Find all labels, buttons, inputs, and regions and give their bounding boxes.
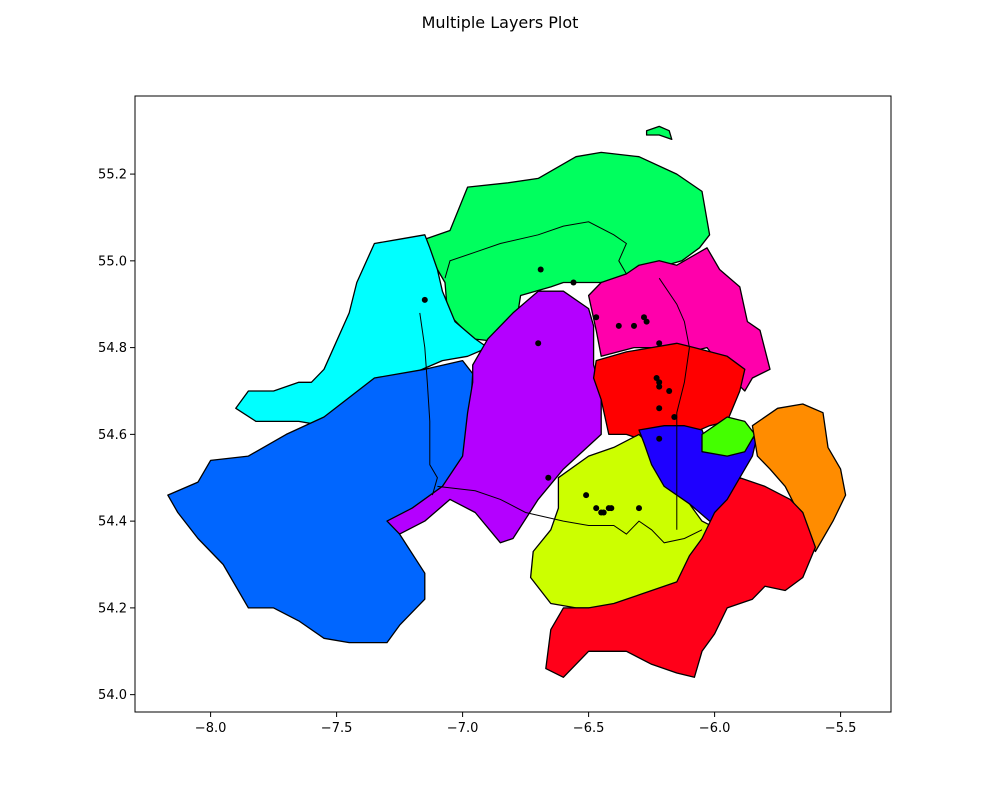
- x-tick-label: −6.0: [699, 721, 731, 736]
- map-point: [600, 509, 607, 516]
- map-point: [641, 314, 647, 321]
- y-tick-label: 54.6: [98, 428, 127, 443]
- y-tick-label: 54.2: [98, 601, 127, 616]
- boundary-line-2: [419, 312, 438, 496]
- y-tick-label: 54.8: [98, 341, 127, 356]
- map-point: [615, 322, 622, 329]
- map-point: [671, 414, 678, 420]
- x-tick-label: −8.0: [195, 721, 227, 736]
- x-tick-label: −7.0: [447, 721, 479, 736]
- map-point: [656, 405, 663, 412]
- y-tick-label: 54.0: [98, 688, 127, 703]
- map-point: [653, 375, 660, 381]
- region-12: [645, 125, 673, 141]
- y-tick-label: 54.4: [98, 515, 127, 530]
- map-point: [656, 340, 663, 347]
- regions-layer: [167, 125, 847, 678]
- chart-title: Multiple Layers Plot: [421, 13, 579, 32]
- map-point: [570, 279, 577, 286]
- region-10: [751, 403, 847, 553]
- x-tick-label: −6.5: [573, 721, 605, 736]
- map-point: [656, 383, 663, 390]
- map-point: [656, 435, 663, 442]
- map-point: [583, 492, 590, 499]
- boundary-line-4: [658, 277, 690, 530]
- y-axis: 54.0 54.2 54.4 54.6 54.8 55.0 55.2: [98, 168, 135, 703]
- map-point: [537, 266, 544, 273]
- map-point: [631, 322, 637, 329]
- x-tick-label: −7.5: [321, 721, 353, 736]
- boundary-line-3: [437, 485, 703, 544]
- boundary-line-1: [444, 221, 628, 279]
- y-tick-label: 55.2: [98, 168, 127, 183]
- boundary-lines-layer: [419, 221, 703, 544]
- map-point: [636, 505, 642, 512]
- map-point: [666, 388, 673, 394]
- map-point: [593, 314, 600, 321]
- map-point: [421, 296, 428, 303]
- region-11: [545, 477, 817, 678]
- map-point: [643, 318, 650, 325]
- x-axis: −8.0 −7.5 −7.0 −6.5 −6.0 −5.5: [195, 712, 857, 736]
- x-tick-label: −5.5: [825, 721, 857, 736]
- y-tick-label: 55.0: [98, 254, 127, 269]
- map-point: [593, 505, 600, 512]
- map-point: [535, 340, 542, 347]
- region-2: [235, 234, 489, 427]
- map-point: [545, 474, 552, 481]
- map-point: [656, 379, 663, 386]
- points-layer: [421, 266, 678, 516]
- map-point: [608, 505, 615, 512]
